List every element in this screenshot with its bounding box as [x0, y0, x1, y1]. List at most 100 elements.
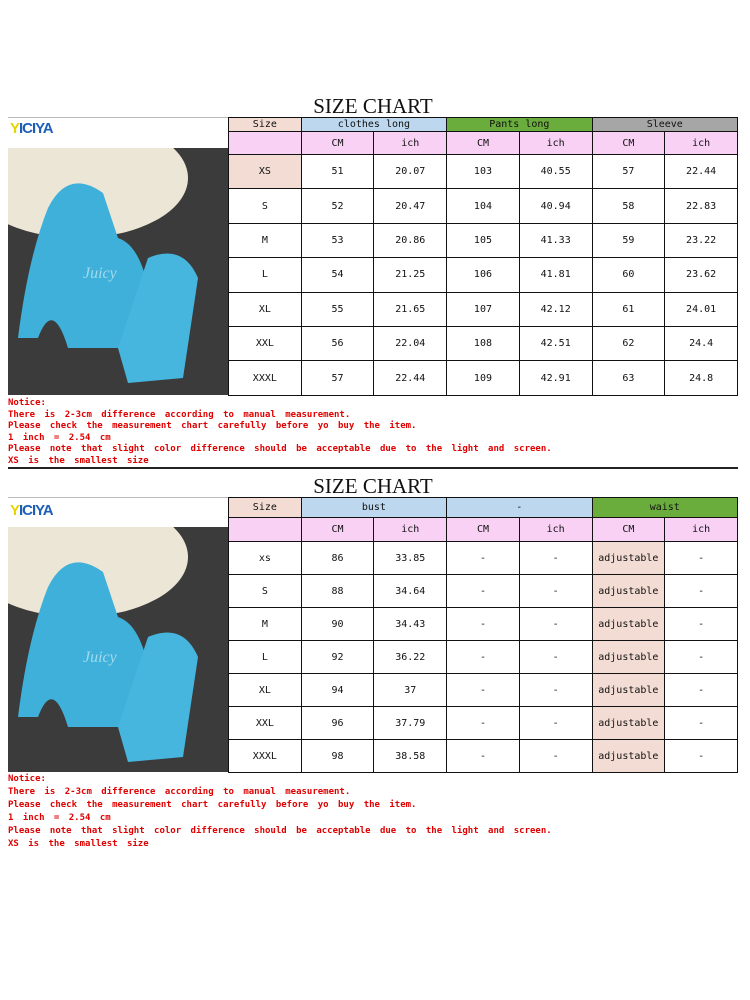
unit-header: CM	[446, 517, 520, 542]
unit-header: ich	[373, 131, 448, 155]
value-cell: 22.44	[373, 360, 448, 396]
column-header: clothes long	[300, 117, 448, 132]
value-cell: 63	[591, 360, 666, 396]
value-cell: 55	[300, 291, 375, 327]
value-cell: 53	[300, 222, 375, 259]
value-cell: 22.83	[664, 188, 738, 224]
table-row: L 92 36.22- - adjustable -	[228, 640, 738, 674]
value-cell: 59	[591, 222, 666, 259]
size-cell: M	[228, 607, 302, 641]
value-cell: -	[446, 541, 520, 575]
product-photo: Juicy	[8, 148, 228, 395]
table-row: S 52 20.47 104 40.94 58 22.83	[228, 188, 738, 224]
notice-line: There is 2-3cm difference according to m…	[8, 787, 351, 797]
column-header: waist	[591, 497, 739, 518]
value-cell: -	[446, 574, 520, 608]
size-cell: L	[228, 257, 302, 293]
value-cell: adjustable	[591, 673, 666, 707]
size-cell: S	[228, 574, 302, 608]
value-cell: -	[518, 607, 593, 641]
value-cell: -	[664, 673, 738, 707]
value-cell: 22.44	[664, 153, 738, 190]
value-cell: 23.22	[664, 222, 738, 259]
value-cell: 36.22	[373, 640, 448, 674]
value-cell: 24.01	[664, 291, 738, 327]
value-cell: 20.47	[373, 188, 448, 224]
value-cell: 61	[591, 291, 666, 327]
value-cell: 42.12	[518, 291, 593, 327]
value-cell: 109	[446, 360, 520, 396]
value-cell: 96	[300, 706, 375, 740]
table-row: M 53 20.86 105 41.33 59 23.22	[228, 222, 738, 259]
notice-text: Notice: There is 2-3cm difference accordi…	[8, 398, 552, 467]
value-cell: -	[664, 607, 738, 641]
value-cell: 24.8	[664, 360, 738, 396]
value-cell: 23.62	[664, 257, 738, 293]
table-row: XS 51 20.07 103 40.55 57 22.44	[228, 153, 738, 190]
table-row: S 88 34.64- - adjustable -	[228, 574, 738, 608]
value-cell: 98	[300, 739, 375, 773]
value-cell: -	[446, 640, 520, 674]
value-cell: adjustable	[591, 739, 666, 773]
size-cell: XL	[228, 673, 302, 707]
value-cell: adjustable	[591, 574, 666, 608]
notice-line: Please check the measurement chart caref…	[8, 421, 417, 431]
unit-header-blank	[228, 517, 302, 542]
notice-line: 1 inch = 2.54 cm	[8, 432, 111, 443]
value-cell: 86	[300, 541, 375, 575]
value-cell: 34.64	[373, 574, 448, 608]
brand-logo: YICIYA	[10, 502, 54, 519]
value-cell: 103	[446, 153, 520, 190]
unit-header: CM	[591, 131, 666, 155]
notice-line: 1 inch = 2.54 cm	[8, 813, 111, 823]
table-row: XXXL 57 22.44 109 42.91 63 24.8	[228, 360, 738, 396]
value-cell: -	[518, 706, 593, 740]
size-chart-2: SIZE CHART YICIYA Juicy Size bust - waist CM…	[8, 470, 739, 860]
column-header: -	[446, 497, 593, 518]
value-cell: 52	[300, 188, 375, 224]
svg-text:Juicy: Juicy	[83, 265, 118, 282]
table-row: XXL 96 37.79- - adjustable -	[228, 706, 738, 740]
size-cell: xs	[228, 541, 302, 575]
notice-line: There is 2-3cm difference according to m…	[8, 409, 351, 420]
value-cell: -	[664, 640, 738, 674]
column-header: Size	[228, 117, 302, 132]
value-cell: -	[518, 739, 593, 773]
size-cell: XL	[228, 291, 302, 327]
value-cell: 51	[300, 153, 375, 190]
size-table: Size clothes long Pants long Sleeve CM ich CM i…	[228, 117, 739, 396]
value-cell: 106	[446, 257, 520, 293]
size-cell: S	[228, 188, 302, 224]
value-cell: 41.33	[518, 222, 593, 259]
notice-line: Please note that slight color difference…	[8, 826, 552, 836]
size-cell: XS	[228, 153, 302, 190]
unit-header: ich	[373, 517, 448, 542]
size-cell: XXXL	[228, 739, 302, 773]
value-cell: -	[446, 706, 520, 740]
value-cell: adjustable	[591, 706, 666, 740]
value-cell: 108	[446, 325, 520, 362]
value-cell: 34.43	[373, 607, 448, 641]
unit-header: CM	[300, 517, 375, 542]
unit-header: ich	[518, 131, 593, 155]
value-cell: 21.25	[373, 257, 448, 293]
unit-header: ich	[664, 517, 738, 542]
unit-header-blank	[228, 131, 302, 155]
value-cell: -	[518, 640, 593, 674]
value-cell: -	[664, 706, 738, 740]
value-cell: 42.91	[518, 360, 593, 396]
value-cell: -	[446, 739, 520, 773]
value-cell: 107	[446, 291, 520, 327]
column-header: bust	[300, 497, 448, 518]
table-row: XXXL 98 38.58- - adjustable -	[228, 739, 738, 773]
value-cell: 38.58	[373, 739, 448, 773]
value-cell: -	[518, 673, 593, 707]
size-cell: XXL	[228, 706, 302, 740]
notice-line: Notice:	[8, 398, 46, 408]
value-cell: 40.55	[518, 153, 593, 190]
value-cell: -	[446, 607, 520, 641]
value-cell: 40.94	[518, 188, 593, 224]
table-row: XL 94 37- - adjustable -	[228, 673, 738, 707]
unit-header: CM	[300, 131, 375, 155]
value-cell: 58	[591, 188, 666, 224]
